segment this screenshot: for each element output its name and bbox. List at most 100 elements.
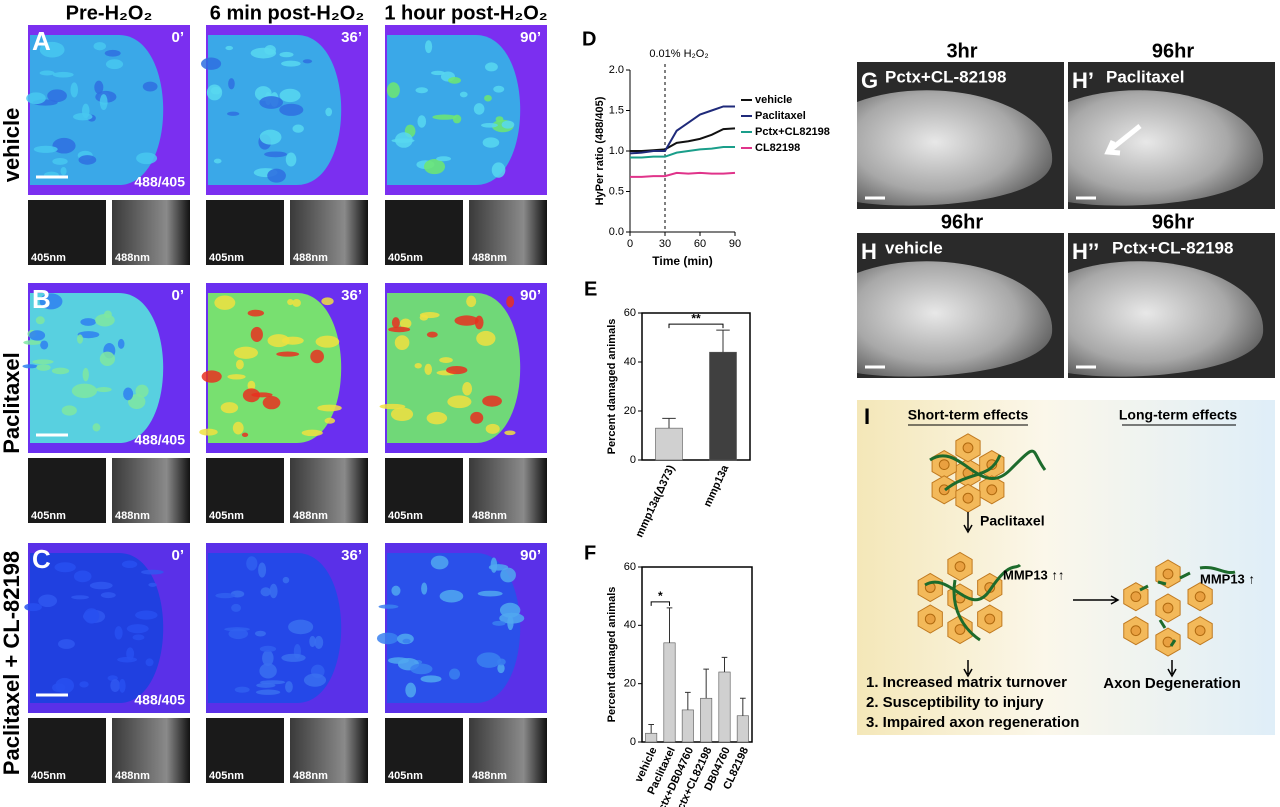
signal-patch xyxy=(23,340,42,345)
signal-patch xyxy=(38,594,58,608)
ratio-label: 488/405 xyxy=(134,432,185,448)
signal-patch xyxy=(267,168,286,183)
signal-patch xyxy=(267,334,290,348)
signal-patch xyxy=(285,152,297,167)
signal-patch xyxy=(426,331,438,338)
y-tick-label: 60 xyxy=(624,561,636,573)
signal-patch xyxy=(224,627,250,632)
signal-patch xyxy=(477,590,503,597)
signal-patch xyxy=(214,295,236,310)
signal-patch xyxy=(415,87,428,94)
bar xyxy=(645,732,658,743)
channel-label: 488nm xyxy=(115,510,150,522)
signal-patch xyxy=(281,60,301,67)
panel-letter: A xyxy=(32,26,51,56)
signal-patch xyxy=(259,129,282,145)
signal-patch xyxy=(73,113,93,121)
channel-label: 488nm xyxy=(472,770,507,782)
x-tick-label: 60 xyxy=(694,238,706,250)
channel-label: 488nm xyxy=(115,770,150,782)
signal-patch xyxy=(250,326,263,342)
axon xyxy=(929,449,1047,492)
error-bar xyxy=(648,724,655,734)
series-line xyxy=(630,127,736,152)
signal-patch xyxy=(32,359,54,365)
signal-patch xyxy=(470,411,484,424)
signal-patch xyxy=(233,346,258,359)
arrow xyxy=(1104,124,1142,156)
ratio-label: 488/405 xyxy=(134,174,185,190)
signal-patch xyxy=(285,681,293,693)
axon xyxy=(1139,565,1236,647)
signal-patch xyxy=(448,76,461,84)
signal-patch xyxy=(58,639,75,649)
signal-patch xyxy=(439,589,464,603)
signal-patch xyxy=(71,595,89,600)
signal-patch xyxy=(35,316,45,325)
channel-label: 405nm xyxy=(388,770,423,782)
signal-patch xyxy=(247,309,265,317)
channel-image xyxy=(112,458,190,523)
signal-patch xyxy=(242,388,261,403)
signal-patch xyxy=(80,318,97,326)
significance: ** xyxy=(691,311,701,325)
signal-patch xyxy=(78,155,97,165)
signal-patch xyxy=(39,293,63,310)
signal-patch xyxy=(439,357,453,363)
y-tick-label: 1.5 xyxy=(609,104,624,116)
signal-patch xyxy=(79,681,89,688)
panel-letter: C xyxy=(32,544,51,574)
legend-label: Pctx+CL82198 xyxy=(755,126,830,138)
y-tick-label: 40 xyxy=(624,356,636,368)
signal-patch xyxy=(148,582,157,587)
significance: * xyxy=(658,589,663,603)
nucleus xyxy=(938,459,950,471)
channel-image xyxy=(290,718,368,783)
signal-patch xyxy=(29,330,46,341)
signal-patch xyxy=(70,82,79,98)
signal-patch xyxy=(496,658,506,666)
signal-patch xyxy=(492,620,506,626)
y-tick-label: 60 xyxy=(624,307,636,319)
channel-image xyxy=(28,718,106,783)
signal-patch xyxy=(254,630,266,637)
signal-patch xyxy=(232,421,244,435)
signal-patch xyxy=(462,382,473,396)
channel-label: 405nm xyxy=(31,252,66,264)
signal-patch xyxy=(95,313,115,327)
column-header: 6 min post-H₂O₂ xyxy=(210,2,364,24)
signal-patch xyxy=(317,404,342,412)
axes xyxy=(641,566,753,743)
signal-patch xyxy=(279,51,294,58)
signal-patch xyxy=(121,560,138,569)
signal-patch xyxy=(259,645,277,653)
signal-patch xyxy=(235,359,244,370)
error-bar xyxy=(703,668,710,699)
signal-patch xyxy=(93,42,106,51)
channel-image xyxy=(469,718,547,783)
signal-patch xyxy=(309,635,316,648)
signal-patch xyxy=(95,387,112,393)
signal-patch xyxy=(324,417,336,424)
nucleus xyxy=(1162,568,1174,580)
channel-image xyxy=(385,718,463,783)
signal-patch xyxy=(117,338,125,349)
sem-tissue xyxy=(1068,90,1264,206)
signal-patch xyxy=(391,317,400,329)
signal-patch xyxy=(52,71,74,78)
effect-label: 2. Susceptibility to injury xyxy=(866,694,1044,711)
bar xyxy=(655,427,683,461)
legend-label: CL82198 xyxy=(755,142,800,154)
column-header: Pre-H₂O₂ xyxy=(66,2,153,24)
series-line xyxy=(630,145,735,159)
legend-label: Paclitaxel xyxy=(755,110,806,122)
panel-letter: B xyxy=(32,284,51,314)
y-tick-label: 0 xyxy=(630,736,636,748)
significance-bracket xyxy=(668,323,724,329)
bar xyxy=(736,715,749,743)
signal-patch xyxy=(454,315,479,326)
signal-patch xyxy=(132,634,145,641)
nucleus xyxy=(962,492,974,504)
signal-patch xyxy=(206,84,223,101)
channel-label: 405nm xyxy=(388,252,423,264)
